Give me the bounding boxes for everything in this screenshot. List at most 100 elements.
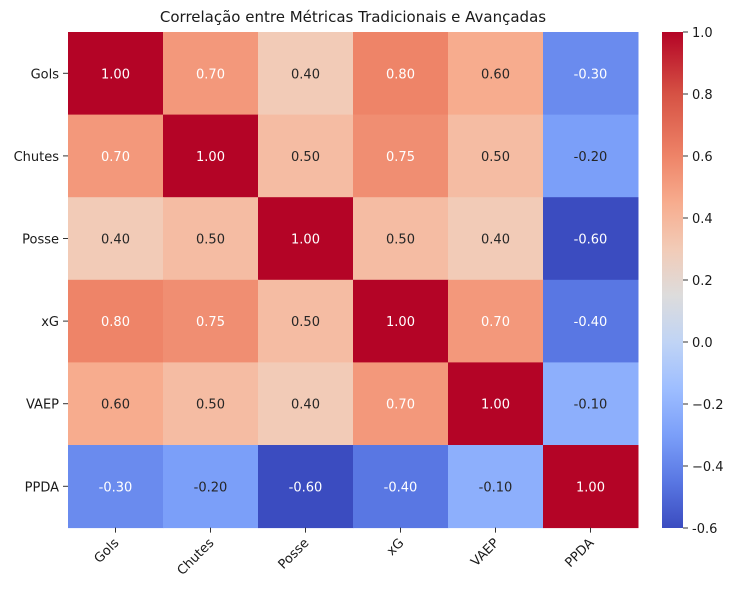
- heatmap-cell-label: -0.40: [384, 480, 418, 495]
- heatmap-cell: [163, 445, 259, 529]
- colorbar-tick-label: −0.4: [692, 460, 724, 475]
- heatmap-cell-label: -0.60: [574, 233, 608, 248]
- heatmap-cell: [68, 32, 164, 116]
- heatmap-cell: [448, 279, 544, 363]
- x-tick-label: Posse: [276, 536, 313, 573]
- heatmap-cell: [163, 197, 259, 281]
- heatmap-cell-label: -0.20: [194, 480, 228, 495]
- heatmap-cell-label: -0.40: [574, 315, 608, 330]
- heatmap-cell-labels: 1.00 0.70 0.40 0.80 0.60 -0.30 0.70 1.00 0.50 0.7…: [99, 67, 608, 495]
- colorbar-gradient-upper: [662, 32, 683, 157]
- colorbar-tick-label: −0.2: [692, 398, 724, 413]
- heatmap-cell: [543, 362, 639, 446]
- heatmap-cell-label: 0.50: [481, 150, 510, 165]
- colorbar-tick-label: -0.6: [692, 522, 717, 537]
- heatmap-cell-label: 0.70: [196, 67, 225, 82]
- heatmap-cell: [258, 279, 354, 363]
- heatmap-cell-label: 0.70: [101, 150, 130, 165]
- heatmap-cell: [543, 445, 639, 529]
- heatmap-cell-label: -0.10: [479, 480, 513, 495]
- heatmap-cell-label: 1.00: [101, 67, 130, 82]
- heatmap-cell-label: 0.50: [386, 233, 415, 248]
- colorbar-tick-label: 0.0: [692, 336, 713, 351]
- heatmap-cell: [543, 32, 639, 116]
- heatmap-cell-label: -0.30: [99, 480, 133, 495]
- x-tick-label: Chutes: [175, 536, 218, 579]
- heatmap-cell: [353, 279, 449, 363]
- heatmap-cell-label: 0.60: [101, 398, 130, 413]
- heatmap-cell: [448, 445, 544, 529]
- y-axis: Gols Chutes Posse xG VAEP PPDA: [14, 67, 68, 495]
- heatmap-cell: [448, 32, 544, 116]
- heatmap-cell-label: 0.80: [101, 315, 130, 330]
- heatmap-cell: [353, 445, 449, 529]
- y-tick-label: Chutes: [14, 150, 60, 165]
- heatmap-cell: [543, 114, 639, 198]
- heatmap-cell: [258, 362, 354, 446]
- colorbar-ticks: -0.6 −0.4 −0.2 0.0 0.2 0.4 0.6 0.8 1.0: [683, 26, 724, 537]
- heatmap-cell: [68, 197, 164, 281]
- heatmap-cell-label: 0.50: [196, 398, 225, 413]
- x-tick-label: VAEP: [468, 536, 502, 570]
- x-tick-label: PPDA: [562, 536, 597, 571]
- heatmap-cell-label: 0.75: [386, 150, 415, 165]
- heatmap-cell-label: -0.60: [289, 480, 323, 495]
- heatmap-cell: [543, 197, 639, 281]
- y-tick-label: Gols: [31, 67, 60, 82]
- y-tick-label: Posse: [22, 233, 59, 248]
- colorbar-tick-label: 0.6: [692, 150, 713, 165]
- heatmap-cells: [68, 32, 639, 529]
- heatmap-cell-label: -0.30: [574, 67, 608, 82]
- x-axis: Gols Chutes Posse xG VAEP PPDA: [92, 527, 597, 579]
- heatmap-cell-label: 0.40: [291, 67, 320, 82]
- heatmap-cell: [448, 362, 544, 446]
- colorbar-gradient-lower: [662, 156, 683, 528]
- heatmap-cell: [353, 114, 449, 198]
- heatmap-cell-label: 0.50: [291, 315, 320, 330]
- heatmap-cell: [258, 114, 354, 198]
- heatmap-cell: [353, 362, 449, 446]
- heatmap-cell: [68, 114, 164, 198]
- colorbar: -0.6 −0.4 −0.2 0.0 0.2 0.4 0.6 0.8 1.0: [662, 26, 724, 537]
- y-tick-label: PPDA: [25, 480, 59, 495]
- heatmap-cell-label: 0.70: [386, 398, 415, 413]
- y-tick-label: xG: [41, 315, 59, 330]
- heatmap-cell-label: 0.50: [196, 233, 225, 248]
- heatmap-cell: [68, 279, 164, 363]
- colorbar-tick-label: 0.4: [692, 212, 713, 227]
- heatmap-cell-label: 0.80: [386, 67, 415, 82]
- colorbar-tick-label: 1.0: [692, 26, 713, 41]
- heatmap-cell-label: 1.00: [481, 398, 510, 413]
- heatmap-cell: [258, 197, 354, 281]
- y-tick-label: VAEP: [26, 398, 59, 413]
- heatmap-cell-label: 1.00: [291, 233, 320, 248]
- colorbar-tick-label: 0.8: [692, 88, 713, 103]
- heatmap-cell: [163, 362, 259, 446]
- heatmap-cell-label: 0.50: [291, 150, 320, 165]
- heatmap-cell: [258, 445, 354, 529]
- heatmap-cell-label: 1.00: [196, 150, 225, 165]
- heatmap-cell-label: 0.40: [481, 233, 510, 248]
- heatmap-cell-label: 1.00: [386, 315, 415, 330]
- heatmap-cell: [68, 362, 164, 446]
- heatmap-cell: [448, 197, 544, 281]
- heatmap-cell-label: -0.10: [574, 398, 608, 413]
- heatmap-cell: [353, 32, 449, 116]
- heatmap-cell-label: 0.75: [196, 315, 225, 330]
- heatmap-cell: [163, 32, 259, 116]
- heatmap-cell-label: 0.60: [481, 67, 510, 82]
- heatmap-cell: [258, 32, 354, 116]
- heatmap-cell-label: 0.40: [291, 398, 320, 413]
- heatmap-cell: [448, 114, 544, 198]
- heatmap-cell-label: 0.70: [481, 315, 510, 330]
- heatmap-cell-label: -0.20: [574, 150, 608, 165]
- heatmap-cell-label: 1.00: [576, 480, 605, 495]
- heatmap-cell: [163, 279, 259, 363]
- x-tick-label: xG: [384, 536, 407, 559]
- heatmap-cell-label: 0.40: [101, 233, 130, 248]
- heatmap-cell: [68, 445, 164, 529]
- x-tick-label: Gols: [92, 536, 123, 567]
- chart-title: Correlação entre Métricas Tradicionais e…: [160, 8, 546, 26]
- colorbar-tick-label: 0.2: [692, 274, 713, 289]
